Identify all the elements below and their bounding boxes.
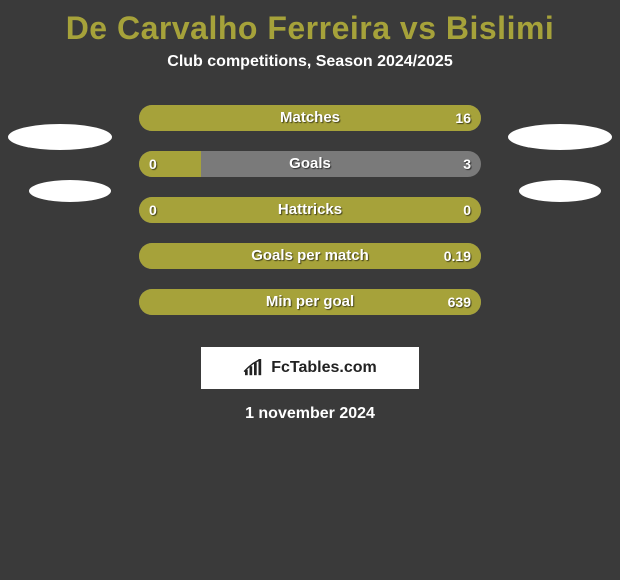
stat-right-value: 0 bbox=[463, 197, 471, 223]
stat-label: Min per goal bbox=[266, 289, 354, 315]
source-badge[interactable]: FcTables.com bbox=[201, 347, 419, 389]
stat-right-value: 0.19 bbox=[444, 243, 471, 269]
source-badge-text: FcTables.com bbox=[271, 359, 377, 377]
stat-left-value: 0 bbox=[149, 197, 157, 223]
stat-label: Goals per match bbox=[251, 243, 369, 269]
stat-row: Goals 0 3 bbox=[0, 151, 620, 197]
stat-label: Goals bbox=[289, 151, 331, 177]
page-subtitle: Club competitions, Season 2024/2025 bbox=[0, 53, 620, 71]
stat-right-value: 3 bbox=[463, 151, 471, 177]
stat-right-value: 16 bbox=[455, 105, 471, 131]
stat-bar: Goals per match 0.19 bbox=[139, 243, 481, 269]
stat-row: Goals per match 0.19 bbox=[0, 243, 620, 289]
stat-bar: Min per goal 639 bbox=[139, 289, 481, 315]
infographic-container: De Carvalho Ferreira vs Bislimi Club com… bbox=[0, 0, 620, 580]
stat-row: Matches 16 bbox=[0, 105, 620, 151]
page-title: De Carvalho Ferreira vs Bislimi bbox=[0, 10, 620, 47]
stat-left-value: 0 bbox=[149, 151, 157, 177]
stat-bar: Hattricks 0 0 bbox=[139, 197, 481, 223]
date-label: 1 november 2024 bbox=[0, 405, 620, 423]
stat-label: Hattricks bbox=[278, 197, 342, 223]
stat-row: Hattricks 0 0 bbox=[0, 197, 620, 243]
stat-row: Min per goal 639 bbox=[0, 289, 620, 335]
bar-chart-icon bbox=[243, 359, 265, 377]
stat-bar: Goals 0 3 bbox=[139, 151, 481, 177]
comparison-chart: Matches 16 Goals 0 3 Hattricks 0 0 Goals per mat… bbox=[0, 105, 620, 335]
stat-label: Matches bbox=[280, 105, 340, 131]
content: De Carvalho Ferreira vs Bislimi Club com… bbox=[0, 10, 620, 423]
stat-right-value: 639 bbox=[448, 289, 471, 315]
stat-bar: Matches 16 bbox=[139, 105, 481, 131]
